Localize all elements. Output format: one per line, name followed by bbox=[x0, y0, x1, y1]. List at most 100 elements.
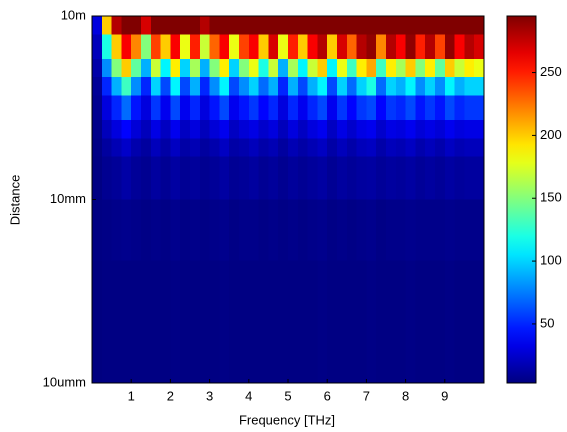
heatmap-cell bbox=[297, 58, 309, 78]
heatmap-cell bbox=[278, 199, 289, 262]
heatmap-cell bbox=[131, 156, 142, 200]
heatmap-cell bbox=[376, 95, 387, 121]
heatmap-cell bbox=[337, 199, 348, 262]
heatmap-cell bbox=[92, 16, 103, 35]
heatmap-cell bbox=[454, 58, 465, 78]
heatmap-cell bbox=[356, 119, 367, 139]
heatmap-cell bbox=[337, 34, 348, 60]
heatmap-cell bbox=[170, 95, 181, 121]
heatmap-cell bbox=[464, 58, 475, 78]
heatmap-cell bbox=[288, 260, 299, 384]
heatmap-cell bbox=[248, 58, 260, 78]
heatmap-cell bbox=[395, 77, 407, 97]
heatmap-cell bbox=[160, 58, 171, 78]
heatmap-cell bbox=[415, 156, 426, 200]
heatmap-cell bbox=[415, 77, 426, 97]
heatmap-cell bbox=[356, 156, 367, 200]
heatmap-cell bbox=[307, 95, 318, 121]
heatmap-cell bbox=[317, 138, 328, 158]
heatmap-cell bbox=[229, 58, 240, 78]
heatmap-cell bbox=[435, 34, 446, 60]
heatmap-cell bbox=[346, 156, 358, 200]
x-tick-label: 5 bbox=[284, 388, 291, 403]
heatmap-cell bbox=[474, 95, 485, 121]
x-tick-label: 6 bbox=[324, 388, 331, 403]
heatmap-cell bbox=[131, 34, 142, 60]
heatmap-cell bbox=[101, 77, 113, 97]
heatmap-cell bbox=[474, 156, 485, 200]
colorbar-tick-label: 200 bbox=[540, 127, 562, 142]
heatmap-cell bbox=[415, 34, 426, 60]
heatmap-cell bbox=[444, 95, 456, 121]
heatmap-cell bbox=[435, 119, 446, 139]
heatmap-cell bbox=[297, 16, 309, 35]
heatmap-cell bbox=[415, 58, 426, 78]
heatmap-cell bbox=[395, 119, 407, 139]
x-tick-label: 1 bbox=[128, 388, 135, 403]
heatmap-cell bbox=[131, 138, 142, 158]
heatmap-cell bbox=[386, 260, 397, 384]
heatmap-cell bbox=[386, 119, 397, 139]
heatmap-cell bbox=[415, 95, 426, 121]
heatmap-cell bbox=[454, 156, 465, 200]
heatmap-cell bbox=[376, 58, 387, 78]
heatmap-cell bbox=[248, 138, 260, 158]
heatmap-cell bbox=[317, 95, 328, 121]
heatmap-cell bbox=[376, 156, 387, 200]
heatmap-cell bbox=[170, 77, 181, 97]
heatmap-cell bbox=[395, 138, 407, 158]
heatmap-cell bbox=[327, 58, 338, 78]
heatmap-cell bbox=[454, 119, 465, 139]
heatmap-cell bbox=[180, 199, 191, 262]
heatmap-cell bbox=[405, 95, 416, 121]
y-tick-label: 10m bbox=[61, 7, 86, 22]
heatmap-cell bbox=[337, 156, 348, 200]
heatmap-cell bbox=[454, 77, 465, 97]
heatmap-cell bbox=[141, 138, 152, 158]
heatmap-cell bbox=[366, 119, 377, 139]
heatmap-cell bbox=[248, 260, 260, 384]
heatmap-cell bbox=[317, 58, 328, 78]
heatmap-cell bbox=[219, 260, 230, 384]
heatmap-cell bbox=[180, 119, 191, 139]
heatmap-cell bbox=[258, 58, 269, 78]
heatmap-cell bbox=[248, 34, 260, 60]
heatmap-cell bbox=[405, 199, 416, 262]
heatmap-cell bbox=[170, 119, 181, 139]
x-tick-label: 2 bbox=[167, 388, 174, 403]
heatmap-cell bbox=[121, 58, 132, 78]
heatmap-cell bbox=[160, 34, 171, 60]
heatmap-cell bbox=[229, 16, 240, 35]
heatmap-cell bbox=[278, 119, 289, 139]
heatmap-cell bbox=[474, 16, 485, 35]
heatmap-cell bbox=[248, 77, 260, 97]
heatmap-cell bbox=[395, 58, 407, 78]
x-tick-label: 9 bbox=[441, 388, 448, 403]
heatmap-cell bbox=[307, 119, 318, 139]
heatmap-cell bbox=[160, 156, 171, 200]
heatmap-cell bbox=[376, 138, 387, 158]
heatmap-cell bbox=[337, 260, 348, 384]
heatmap-cell bbox=[454, 199, 465, 262]
heatmap-cell bbox=[346, 260, 358, 384]
heatmap-cell bbox=[180, 138, 191, 158]
heatmap-cell bbox=[464, 119, 475, 139]
heatmap-cell bbox=[474, 199, 485, 262]
heatmap-cell bbox=[317, 119, 328, 139]
heatmap-cell bbox=[180, 58, 191, 78]
heatmap-cell bbox=[101, 199, 113, 262]
heatmap-cell bbox=[190, 119, 201, 139]
heatmap-cell bbox=[229, 138, 240, 158]
heatmap-cell bbox=[425, 138, 436, 158]
heatmap-cell bbox=[229, 95, 240, 121]
heatmap-cell bbox=[239, 199, 250, 262]
heatmap-cell bbox=[444, 138, 456, 158]
heatmap-cell bbox=[444, 77, 456, 97]
heatmap-cell bbox=[209, 95, 220, 121]
heatmap-cell bbox=[111, 156, 122, 200]
heatmap-cell bbox=[199, 156, 211, 200]
heatmap-cell bbox=[395, 156, 407, 200]
heatmap-cell bbox=[111, 58, 122, 78]
heatmap-cell bbox=[356, 58, 367, 78]
heatmap-cell bbox=[288, 138, 299, 158]
